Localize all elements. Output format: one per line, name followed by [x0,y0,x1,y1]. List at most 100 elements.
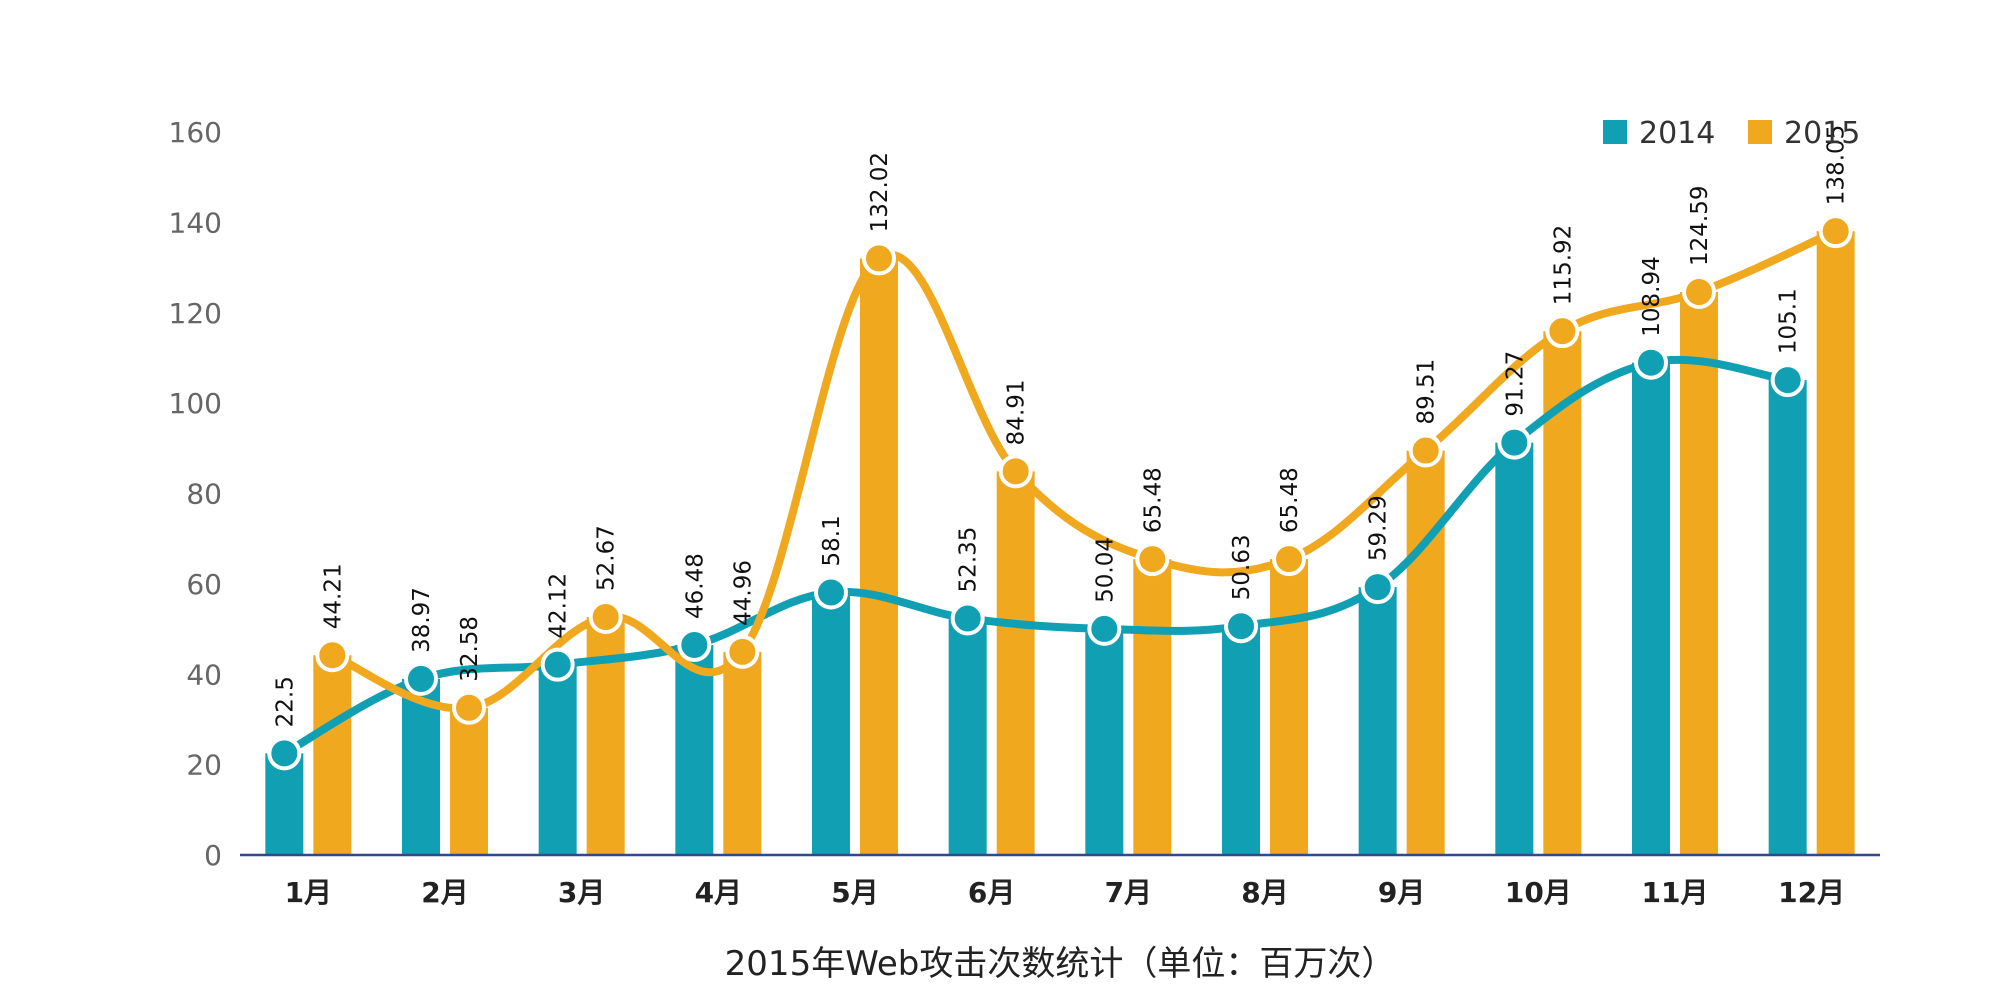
x-tick-label: 12月 [1778,876,1845,909]
data-label-2014-4: 46.48 [682,553,708,619]
marker-2014-9 [1360,570,1395,605]
bar-2014-9 [1358,587,1397,855]
data-label-2014-3: 42.12 [546,573,572,639]
bar-2015-4 [723,651,762,855]
marker-2015-11 [1682,275,1716,310]
bar-2014-6 [948,618,987,855]
bar-2014-11 [1632,362,1670,855]
bar-2015-2 [450,707,488,855]
marker-2015-12 [1818,214,1853,249]
data-label-2015-6: 84.91 [1004,379,1030,445]
data-label-2015-3: 52.67 [594,525,620,591]
lines-layer [280,227,1840,758]
bar-2014-3 [538,664,577,855]
marker-2014-11 [1634,345,1668,380]
marker-2015-7 [1135,542,1170,577]
marker-2014-2 [404,661,438,696]
data-label-2015-5: 132.02 [867,152,893,232]
bar-2014-7 [1085,628,1124,855]
bar-2014-8 [1222,626,1260,855]
data-label-2015-12: 138.05 [1824,125,1850,205]
data-label-2014-11: 108.94 [1639,256,1665,336]
legend-label-2015: 2015 [1784,116,1860,151]
bar-2015-1 [313,655,352,855]
bar-2015-11 [1680,292,1718,856]
y-tick-label: 80 [186,478,222,511]
marker-2015-9 [1408,433,1443,468]
legend-swatch-2014 [1603,120,1627,144]
bar-2015-5 [860,258,898,855]
data-label-2014-7: 50.04 [1092,537,1118,603]
data-labels-layer: 22.5 38.97 42.12 46.48 58.1 52.35 50.04 50.63 59… [272,125,1849,728]
data-label-2015-8: 65.48 [1277,467,1303,533]
legend: 2014 2015 [1603,116,1860,151]
bar-2014-12 [1768,380,1807,855]
bar-2015-12 [1816,231,1855,855]
data-label-2014-12: 105.1 [1776,288,1802,354]
data-label-2014-8: 50.63 [1229,534,1255,600]
bars-layer [265,231,1855,856]
marker-2015-3 [588,599,623,634]
x-axis-ticks: 1月 2月 3月 4月 5月 6月 7月 8月 9月 10月 11月 12月 [285,876,1846,909]
markers-layer [267,214,1853,771]
y-tick-label: 60 [186,568,222,601]
data-label-2014-10: 91.27 [1502,351,1528,417]
data-label-2015-7: 65.48 [1140,467,1166,533]
y-tick-label: 100 [169,387,222,420]
marker-2014-4 [677,627,712,662]
data-label-2015-2: 32.58 [457,616,483,682]
data-label-2015-11: 124.59 [1687,186,1713,266]
marker-2015-1 [315,638,350,673]
bar-2015-6 [996,471,1035,855]
data-label-2014-6: 52.35 [956,527,982,593]
data-label-2014-9: 59.29 [1366,495,1392,561]
data-label-2015-1: 44.21 [320,563,346,629]
y-tick-label: 20 [186,749,222,782]
x-tick-label: 10月 [1505,876,1572,909]
data-label-2014-2: 38.97 [409,587,435,653]
marker-2014-12 [1770,363,1805,398]
marker-2015-6 [998,454,1033,489]
y-tick-label: 0 [204,839,222,872]
marker-2015-4 [725,634,760,669]
marker-2015-8 [1272,542,1306,577]
data-label-2015-9: 89.51 [1414,359,1440,425]
marker-2014-7 [1087,611,1122,646]
chart-title: 2015年Web攻击次数统计（单位：百万次） [725,944,1396,984]
legend-label-2014: 2014 [1639,116,1715,151]
x-tick-label: 11月 [1642,876,1709,909]
bar-2015-3 [586,616,625,855]
data-label-2015-4: 44.96 [730,560,756,626]
marker-2015-10 [1545,314,1580,349]
bar-2014-5 [812,592,850,855]
marker-2014-3 [540,647,575,682]
marker-2014-6 [950,601,985,636]
x-tick-label: 4月 [695,876,742,909]
bar-2015-9 [1406,450,1445,855]
data-label-2015-10: 115.92 [1550,225,1576,305]
bar-2015-7 [1133,559,1172,855]
x-tick-label: 7月 [1105,876,1152,909]
x-tick-label: 9月 [1378,876,1425,909]
marker-2015-2 [452,690,486,725]
y-tick-label: 160 [169,116,222,149]
marker-2014-1 [267,736,302,771]
bar-2014-10 [1495,442,1534,855]
marker-2014-8 [1224,609,1258,644]
y-tick-label: 120 [169,297,222,330]
data-label-2014-1: 22.5 [272,676,298,727]
y-axis-ticks: 0 20 40 60 80 100 120 140 160 [169,116,222,872]
x-tick-label: 3月 [558,876,605,909]
marker-2014-5 [814,575,848,610]
marker-2014-10 [1497,425,1532,460]
x-tick-label: 5月 [831,876,878,909]
x-tick-label: 1月 [285,876,332,909]
y-tick-label: 140 [169,206,222,239]
y-tick-label: 40 [186,658,222,691]
data-label-2014-5: 58.1 [819,515,845,566]
x-tick-label: 2月 [421,876,468,909]
marker-2015-5 [862,241,896,276]
bar-2014-4 [675,644,714,855]
